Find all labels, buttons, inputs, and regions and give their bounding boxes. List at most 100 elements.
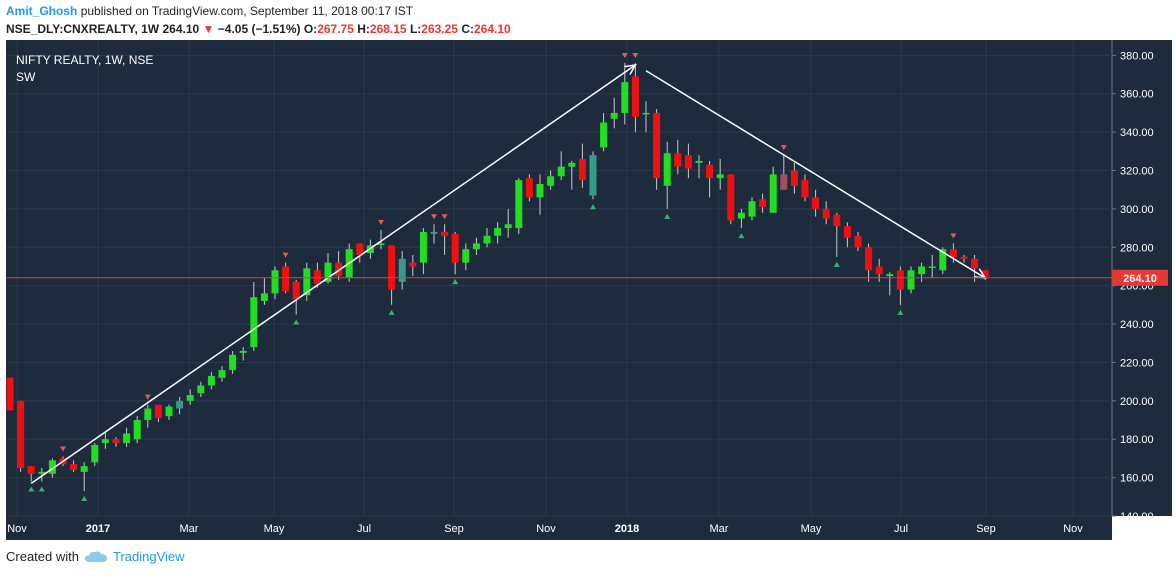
fractal-down-marker (441, 214, 448, 220)
fractal-up-marker (81, 496, 88, 502)
fractal-up-marker (738, 233, 745, 239)
last-price-tag (1112, 269, 1168, 286)
candle-body (70, 464, 78, 470)
x-tick-label: 2017 (86, 523, 110, 535)
candle-body (462, 249, 470, 263)
x-tick-label: Nov (1063, 523, 1083, 535)
candle-body (313, 270, 321, 284)
candle-body (886, 274, 894, 277)
candle-body (981, 270, 989, 278)
close-label: C: (461, 22, 474, 36)
candle-body (472, 243, 480, 250)
symbol: NSE_DLY:CNXREALTY, 1W (6, 22, 160, 36)
x-tick-label: Sep (976, 523, 996, 535)
fractal-up-marker (28, 486, 35, 492)
down-triangle-icon: ▼ (202, 22, 215, 36)
candle-body (621, 82, 629, 113)
y-tick-label: 160.00 (1120, 473, 1154, 485)
candle-body (154, 404, 162, 419)
candle-body (801, 180, 809, 198)
candle-body (589, 155, 597, 196)
fractal-up-marker (833, 261, 840, 267)
candle-body (748, 201, 756, 217)
candle-body (759, 199, 767, 207)
candle-body (27, 466, 35, 474)
fractal-down-marker (950, 233, 957, 239)
candle-body (833, 214, 841, 227)
y-tick-label: 140.00 (1120, 511, 1154, 523)
author-link[interactable]: Amit_Ghosh (6, 4, 78, 18)
candle-body (928, 266, 936, 268)
candle-body (515, 180, 523, 229)
change: −4.05 (−1.51%) (217, 22, 301, 36)
published-text: published on TradingView.com, September … (80, 4, 414, 18)
fractal-markers (28, 53, 957, 502)
created-with-text: Created with (6, 549, 79, 564)
candle-body (271, 270, 279, 294)
fractal-down-marker (378, 220, 384, 226)
candle-body (430, 231, 438, 234)
candle-body (38, 471, 46, 474)
tradingview-link[interactable]: TradingView (112, 549, 185, 564)
candle-body (684, 155, 692, 169)
candle-body (674, 153, 682, 167)
candle-body (865, 247, 873, 271)
candle-body (600, 122, 608, 148)
y-tick-label: 340.00 (1120, 127, 1154, 139)
x-tick-label: Sep (444, 523, 464, 535)
candle-body (790, 170, 798, 186)
candle-body (6, 377, 14, 411)
fractal-down-marker (431, 214, 437, 220)
candle-body (631, 76, 639, 117)
candle-body (578, 159, 586, 181)
candle-body (737, 212, 745, 219)
candle-body (250, 297, 258, 348)
y-tick-label: 280.00 (1120, 242, 1154, 254)
candle-body (769, 174, 777, 213)
candle-body (610, 112, 618, 119)
x-tick-label: Jul (357, 523, 371, 535)
y-tick-label: 200.00 (1120, 396, 1154, 408)
candle-body (388, 245, 396, 290)
fractal-up-marker (38, 486, 45, 492)
open-label: O: (303, 22, 318, 36)
close-value: 264.10 (474, 22, 511, 36)
y-tick-label: 240.00 (1120, 319, 1154, 331)
open-value: 267.75 (317, 22, 354, 36)
candle-body (48, 460, 56, 474)
candle-body (663, 153, 671, 186)
candle-body (695, 160, 703, 163)
candle-body (186, 395, 194, 401)
chart-title: NIFTY REALTY, 1W, NSE (16, 53, 153, 67)
candle-body (896, 270, 904, 290)
fractal-up-marker (897, 309, 904, 315)
candle-body (907, 270, 915, 290)
y-tick-label: 220.00 (1120, 357, 1154, 369)
candle-body (229, 354, 237, 371)
candle-body (17, 400, 25, 469)
candle-body (282, 266, 290, 292)
tradingview-cloud-icon (84, 550, 107, 562)
chart-canvas[interactable]: 140.00160.00180.00200.00220.00240.00260.… (6, 40, 1172, 540)
candle-body (494, 228, 502, 236)
high-value: 268.15 (369, 22, 407, 36)
candle-body (207, 375, 215, 386)
candle-body (960, 256, 968, 259)
candle-body (451, 233, 459, 263)
candle-body (398, 258, 406, 282)
y-tick-label: 300.00 (1120, 204, 1154, 216)
x-tick-label: May (264, 523, 285, 535)
fractal-down-marker (60, 446, 66, 452)
candle-body (822, 208, 830, 219)
indicator-label: SW (16, 70, 36, 84)
y-tick-labels: 140.00160.00180.00200.00220.00240.00260.… (1120, 50, 1154, 523)
x-tick-label: Nov (536, 523, 556, 535)
candle-body (642, 112, 650, 115)
candle-body (335, 262, 343, 277)
candle-body (112, 439, 120, 444)
candle-body (780, 174, 788, 190)
time-axis[interactable] (6, 516, 1112, 540)
fractal-down-marker (144, 394, 151, 400)
low-label: L: (409, 22, 422, 36)
candle-body (706, 164, 714, 179)
